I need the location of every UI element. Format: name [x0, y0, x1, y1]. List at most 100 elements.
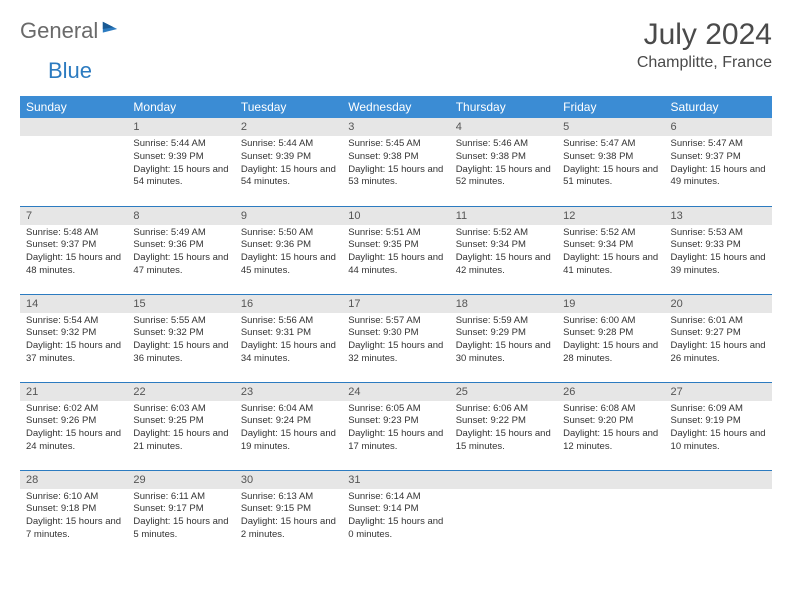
sunset-line: Sunset: 9:24 PM — [241, 415, 336, 428]
sunset-line: Sunset: 9:31 PM — [241, 327, 336, 340]
calendar-cell: 16Sunrise: 5:56 AMSunset: 9:31 PMDayligh… — [235, 294, 342, 382]
calendar-cell: 20Sunrise: 6:01 AMSunset: 9:27 PMDayligh… — [665, 294, 772, 382]
daylight-line: Daylight: 15 hours and 0 minutes. — [348, 516, 443, 542]
calendar-cell: 22Sunrise: 6:03 AMSunset: 9:25 PMDayligh… — [127, 382, 234, 470]
day-number: 14 — [20, 295, 127, 313]
sunrise-line: Sunrise: 5:53 AM — [671, 227, 766, 240]
col-sunday: Sunday — [20, 96, 127, 118]
logo-text-general: General — [20, 18, 98, 44]
sunset-line: Sunset: 9:39 PM — [241, 151, 336, 164]
calendar-cell: 18Sunrise: 5:59 AMSunset: 9:29 PMDayligh… — [450, 294, 557, 382]
day-number: 24 — [342, 383, 449, 401]
sunset-line: Sunset: 9:35 PM — [348, 239, 443, 252]
cell-body: Sunrise: 5:56 AMSunset: 9:31 PMDaylight:… — [235, 313, 342, 370]
calendar-cell: 21Sunrise: 6:02 AMSunset: 9:26 PMDayligh… — [20, 382, 127, 470]
calendar-cell — [557, 470, 664, 558]
day-number: 19 — [557, 295, 664, 313]
sunrise-line: Sunrise: 6:08 AM — [563, 403, 658, 416]
cell-body: Sunrise: 5:50 AMSunset: 9:36 PMDaylight:… — [235, 225, 342, 282]
month-title: July 2024 — [637, 18, 772, 52]
sunset-line: Sunset: 9:30 PM — [348, 327, 443, 340]
daylight-line: Daylight: 15 hours and 34 minutes. — [241, 340, 336, 366]
sunrise-line: Sunrise: 6:05 AM — [348, 403, 443, 416]
sunrise-line: Sunrise: 5:45 AM — [348, 138, 443, 151]
calendar-cell: 25Sunrise: 6:06 AMSunset: 9:22 PMDayligh… — [450, 382, 557, 470]
col-saturday: Saturday — [665, 96, 772, 118]
sunset-line: Sunset: 9:22 PM — [456, 415, 551, 428]
day-number: 12 — [557, 207, 664, 225]
cell-body: Sunrise: 5:48 AMSunset: 9:37 PMDaylight:… — [20, 225, 127, 282]
calendar-cell: 9Sunrise: 5:50 AMSunset: 9:36 PMDaylight… — [235, 206, 342, 294]
sunset-line: Sunset: 9:34 PM — [563, 239, 658, 252]
sunset-line: Sunset: 9:25 PM — [133, 415, 228, 428]
cell-body: Sunrise: 5:49 AMSunset: 9:36 PMDaylight:… — [127, 225, 234, 282]
sunset-line: Sunset: 9:39 PM — [133, 151, 228, 164]
daylight-line: Daylight: 15 hours and 36 minutes. — [133, 340, 228, 366]
sunset-line: Sunset: 9:23 PM — [348, 415, 443, 428]
calendar-cell: 12Sunrise: 5:52 AMSunset: 9:34 PMDayligh… — [557, 206, 664, 294]
sunset-line: Sunset: 9:27 PM — [671, 327, 766, 340]
cell-body — [450, 489, 557, 549]
sunset-line: Sunset: 9:17 PM — [133, 503, 228, 516]
cell-body: Sunrise: 6:01 AMSunset: 9:27 PMDaylight:… — [665, 313, 772, 370]
calendar-cell: 30Sunrise: 6:13 AMSunset: 9:15 PMDayligh… — [235, 470, 342, 558]
daylight-line: Daylight: 15 hours and 48 minutes. — [26, 252, 121, 278]
daylight-line: Daylight: 15 hours and 39 minutes. — [671, 252, 766, 278]
calendar-table: Sunday Monday Tuesday Wednesday Thursday… — [20, 96, 772, 558]
sunset-line: Sunset: 9:37 PM — [26, 239, 121, 252]
calendar-cell: 29Sunrise: 6:11 AMSunset: 9:17 PMDayligh… — [127, 470, 234, 558]
sunrise-line: Sunrise: 6:10 AM — [26, 491, 121, 504]
daylight-line: Daylight: 15 hours and 53 minutes. — [348, 164, 443, 190]
sunrise-line: Sunrise: 6:01 AM — [671, 315, 766, 328]
calendar-cell: 19Sunrise: 6:00 AMSunset: 9:28 PMDayligh… — [557, 294, 664, 382]
sunset-line: Sunset: 9:36 PM — [241, 239, 336, 252]
day-number: 7 — [20, 207, 127, 225]
cell-body: Sunrise: 5:46 AMSunset: 9:38 PMDaylight:… — [450, 136, 557, 193]
sunrise-line: Sunrise: 6:03 AM — [133, 403, 228, 416]
cell-body — [665, 489, 772, 549]
sunset-line: Sunset: 9:26 PM — [26, 415, 121, 428]
cell-body: Sunrise: 5:45 AMSunset: 9:38 PMDaylight:… — [342, 136, 449, 193]
daylight-line: Daylight: 15 hours and 47 minutes. — [133, 252, 228, 278]
cell-body: Sunrise: 5:44 AMSunset: 9:39 PMDaylight:… — [235, 136, 342, 193]
calendar-cell: 2Sunrise: 5:44 AMSunset: 9:39 PMDaylight… — [235, 118, 342, 206]
sunrise-line: Sunrise: 5:52 AM — [456, 227, 551, 240]
day-number: 18 — [450, 295, 557, 313]
calendar-cell: 23Sunrise: 6:04 AMSunset: 9:24 PMDayligh… — [235, 382, 342, 470]
sunset-line: Sunset: 9:34 PM — [456, 239, 551, 252]
day-number — [557, 471, 664, 489]
calendar-cell: 6Sunrise: 5:47 AMSunset: 9:37 PMDaylight… — [665, 118, 772, 206]
sunrise-line: Sunrise: 5:50 AM — [241, 227, 336, 240]
logo-text-blue: Blue — [48, 58, 92, 83]
col-wednesday: Wednesday — [342, 96, 449, 118]
sunrise-line: Sunrise: 6:14 AM — [348, 491, 443, 504]
calendar-cell — [20, 118, 127, 206]
daylight-line: Daylight: 15 hours and 7 minutes. — [26, 516, 121, 542]
sunrise-line: Sunrise: 6:02 AM — [26, 403, 121, 416]
sunset-line: Sunset: 9:36 PM — [133, 239, 228, 252]
day-number: 2 — [235, 118, 342, 136]
sunset-line: Sunset: 9:29 PM — [456, 327, 551, 340]
cell-body: Sunrise: 5:52 AMSunset: 9:34 PMDaylight:… — [557, 225, 664, 282]
day-number: 1 — [127, 118, 234, 136]
day-number: 16 — [235, 295, 342, 313]
day-number: 28 — [20, 471, 127, 489]
cell-body: Sunrise: 6:06 AMSunset: 9:22 PMDaylight:… — [450, 401, 557, 458]
sunrise-line: Sunrise: 5:51 AM — [348, 227, 443, 240]
calendar-cell: 11Sunrise: 5:52 AMSunset: 9:34 PMDayligh… — [450, 206, 557, 294]
day-number — [450, 471, 557, 489]
sunrise-line: Sunrise: 6:06 AM — [456, 403, 551, 416]
day-number: 30 — [235, 471, 342, 489]
daylight-line: Daylight: 15 hours and 12 minutes. — [563, 428, 658, 454]
sunrise-line: Sunrise: 6:00 AM — [563, 315, 658, 328]
calendar-cell: 7Sunrise: 5:48 AMSunset: 9:37 PMDaylight… — [20, 206, 127, 294]
sunrise-line: Sunrise: 6:13 AM — [241, 491, 336, 504]
daylight-line: Daylight: 15 hours and 10 minutes. — [671, 428, 766, 454]
day-number: 20 — [665, 295, 772, 313]
calendar-cell: 15Sunrise: 5:55 AMSunset: 9:32 PMDayligh… — [127, 294, 234, 382]
cell-body: Sunrise: 5:57 AMSunset: 9:30 PMDaylight:… — [342, 313, 449, 370]
sunrise-line: Sunrise: 5:46 AM — [456, 138, 551, 151]
sunrise-line: Sunrise: 5:52 AM — [563, 227, 658, 240]
calendar-cell: 3Sunrise: 5:45 AMSunset: 9:38 PMDaylight… — [342, 118, 449, 206]
sunset-line: Sunset: 9:32 PM — [26, 327, 121, 340]
